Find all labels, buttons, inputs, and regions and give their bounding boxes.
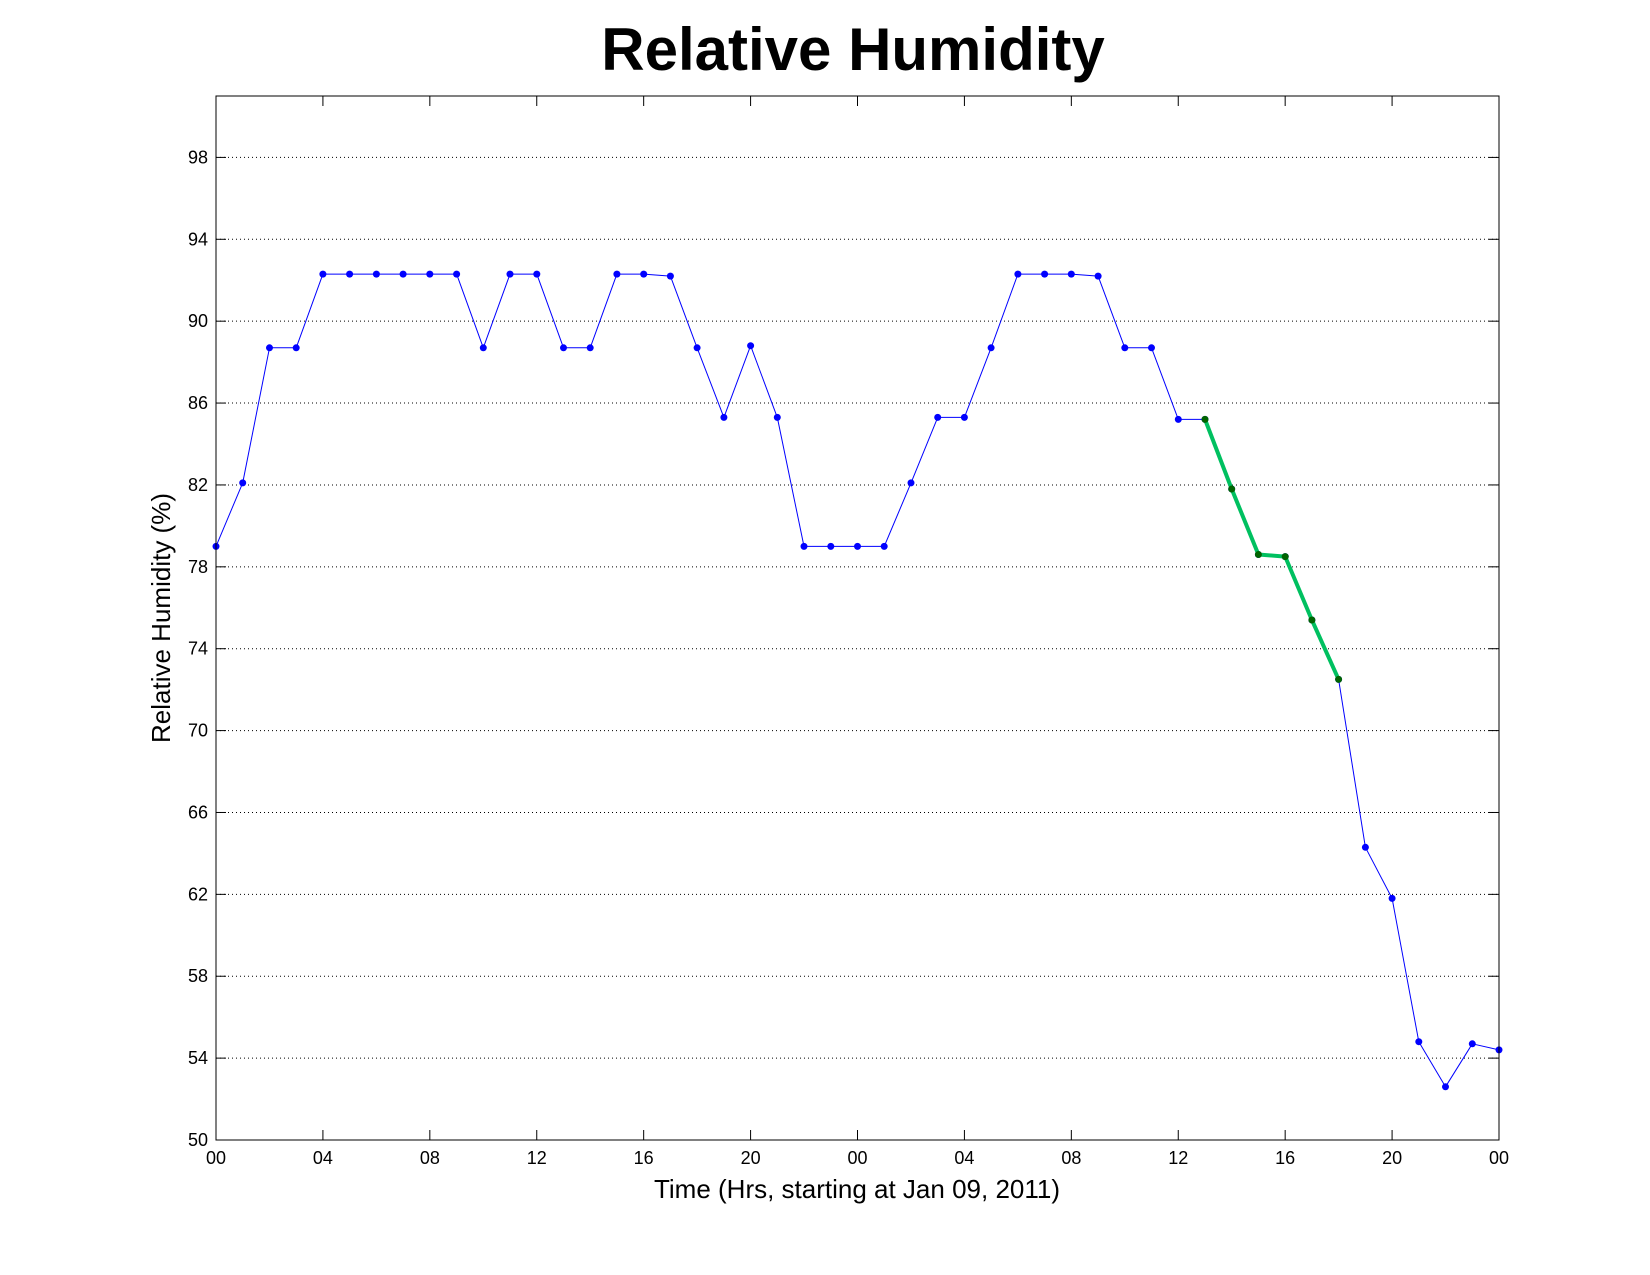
data-point bbox=[1468, 1040, 1476, 1048]
x-tick-label: 00 bbox=[206, 1148, 226, 1168]
data-point bbox=[934, 413, 942, 421]
data-point bbox=[533, 270, 541, 278]
x-tick-label: 04 bbox=[313, 1148, 333, 1168]
x-tick-label: 08 bbox=[420, 1148, 440, 1168]
data-point bbox=[1254, 551, 1262, 558]
data-point bbox=[1281, 553, 1289, 561]
y-tick-label: 90 bbox=[188, 311, 208, 331]
y-tick-label: 58 bbox=[188, 966, 208, 986]
data-point bbox=[1228, 485, 1236, 493]
data-point bbox=[586, 344, 594, 352]
data-point bbox=[292, 344, 300, 352]
data-point bbox=[372, 270, 380, 278]
data-point bbox=[1415, 1038, 1423, 1046]
data-point bbox=[666, 272, 674, 280]
data-point bbox=[1041, 270, 1049, 278]
series-line bbox=[215, 273, 1500, 1088]
data-series bbox=[212, 270, 1503, 1091]
x-axis-label: Time (Hrs, starting at Jan 09, 2011) bbox=[654, 1174, 1060, 1204]
data-point bbox=[1442, 1083, 1449, 1091]
data-point bbox=[1094, 272, 1102, 280]
data-point bbox=[1388, 894, 1396, 902]
x-tick-label: 00 bbox=[847, 1148, 867, 1168]
data-point bbox=[1014, 270, 1022, 278]
x-tick-label: 16 bbox=[1275, 1148, 1295, 1168]
data-point bbox=[1201, 415, 1209, 423]
x-tick-label: 04 bbox=[954, 1148, 974, 1168]
chart-title: Relative Humidity bbox=[601, 16, 1105, 83]
y-tick-label: 86 bbox=[188, 393, 208, 413]
plot-area bbox=[215, 95, 1500, 1141]
x-tick-label: 08 bbox=[1061, 1148, 1081, 1168]
x-tick-label: 12 bbox=[527, 1148, 547, 1168]
data-point bbox=[1121, 344, 1129, 352]
data-point bbox=[479, 344, 487, 352]
data-point bbox=[1308, 616, 1316, 624]
data-point bbox=[266, 344, 273, 352]
y-tick-label: 78 bbox=[188, 557, 208, 577]
data-point bbox=[827, 542, 835, 550]
data-point bbox=[1174, 415, 1182, 423]
data-point bbox=[640, 270, 648, 278]
data-point bbox=[747, 342, 755, 350]
data-point bbox=[613, 270, 621, 278]
data-point bbox=[800, 542, 808, 550]
y-tick-label: 82 bbox=[188, 475, 208, 495]
data-point bbox=[960, 413, 968, 421]
data-point bbox=[1148, 344, 1155, 352]
data-point bbox=[773, 413, 781, 421]
y-tick-label: 70 bbox=[188, 721, 208, 741]
data-point bbox=[426, 270, 434, 278]
data-point bbox=[560, 344, 567, 352]
data-point bbox=[907, 479, 915, 487]
data-point bbox=[720, 413, 728, 421]
series-line bbox=[1203, 418, 1341, 681]
x-tick-label: 12 bbox=[1168, 1148, 1188, 1168]
y-tick-label: 74 bbox=[188, 639, 208, 659]
data-point bbox=[1335, 675, 1343, 683]
y-tick-label: 94 bbox=[188, 229, 208, 249]
y-tick-label: 50 bbox=[188, 1130, 208, 1150]
x-tick-label: 20 bbox=[741, 1148, 761, 1168]
data-point bbox=[693, 344, 701, 352]
y-tick-label: 98 bbox=[188, 147, 208, 167]
data-point bbox=[1361, 843, 1369, 851]
data-point bbox=[506, 270, 514, 278]
data-point bbox=[1067, 270, 1075, 278]
x-tick-label: 16 bbox=[634, 1148, 654, 1168]
y-tick-label: 54 bbox=[188, 1048, 208, 1068]
data-point bbox=[346, 270, 354, 278]
axis-ticks: 50 54 58 62 66 70 74 78 82 86 90 94 98 00 04 08 12 16 20 00… bbox=[188, 96, 1509, 1168]
data-point bbox=[453, 270, 461, 278]
x-tick-label: 20 bbox=[1382, 1148, 1402, 1168]
y-tick-label: 62 bbox=[188, 884, 208, 904]
data-point bbox=[239, 479, 247, 487]
data-point bbox=[319, 270, 327, 278]
data-point bbox=[880, 542, 888, 550]
y-tick-label: 66 bbox=[188, 802, 208, 822]
x-tick-label: 00 bbox=[1489, 1148, 1509, 1168]
data-point bbox=[854, 542, 861, 550]
y-axis-label: Relative Humidity (%) bbox=[146, 493, 176, 743]
data-point bbox=[399, 270, 407, 278]
data-point bbox=[987, 344, 995, 352]
